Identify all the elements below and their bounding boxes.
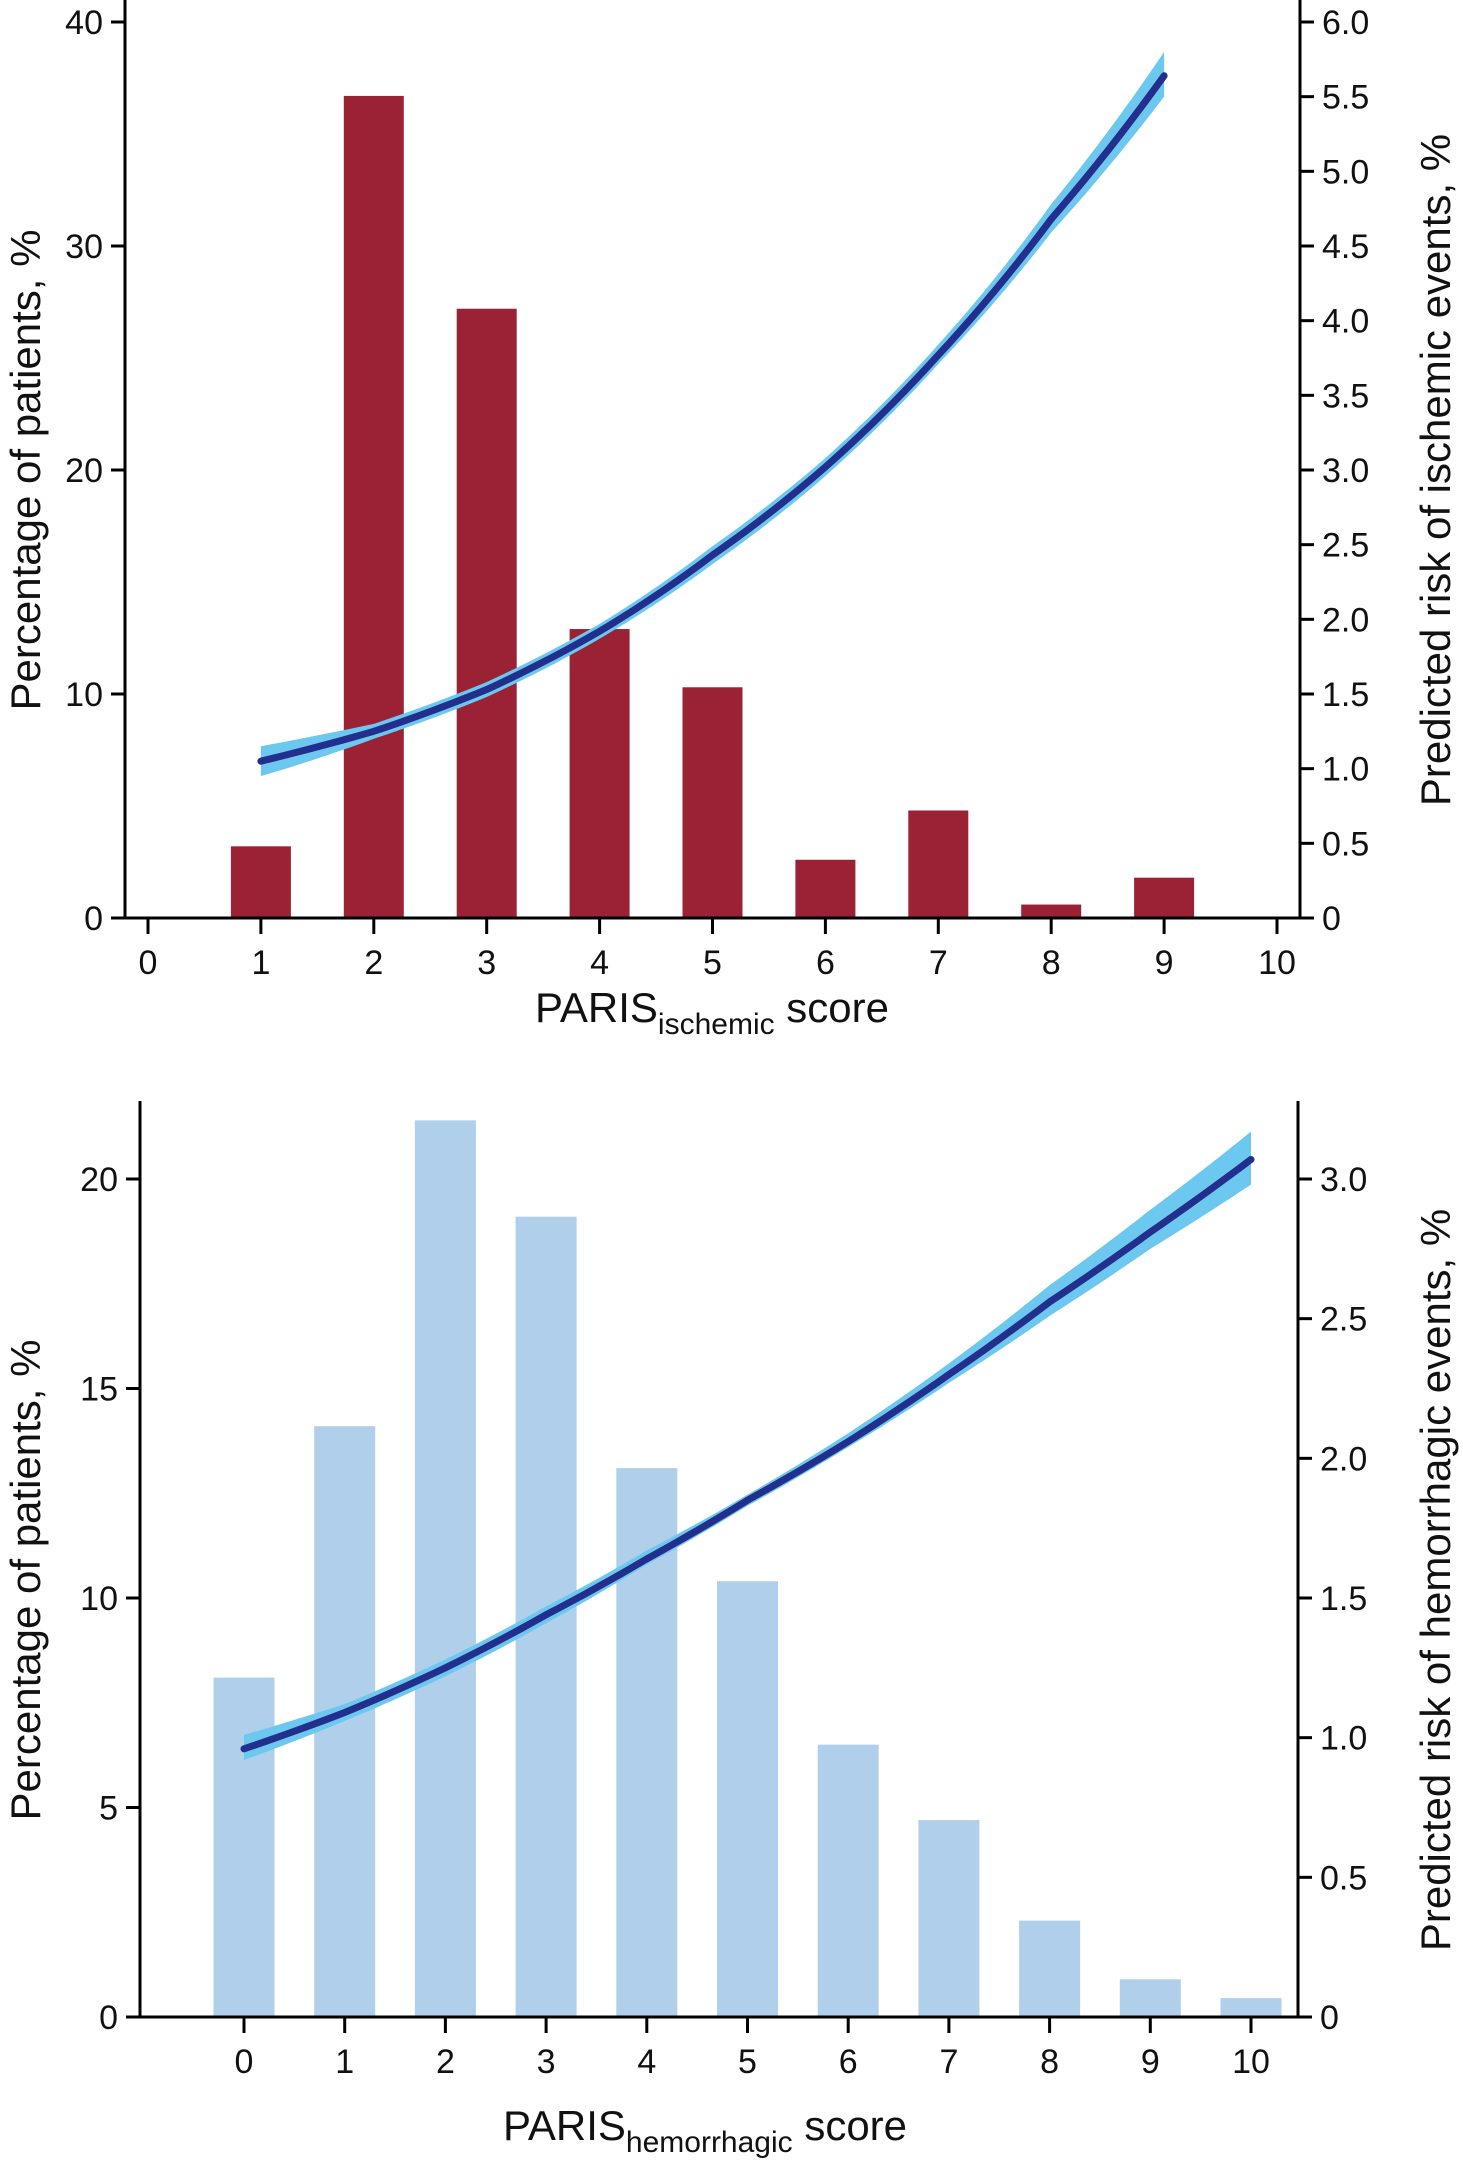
y2-tick-label: 3.0 [1322,452,1369,490]
hemorrhagic-chart: PARIShemorrhagic score Percentage of pat… [2,1101,1459,2159]
x-tick-label: 7 [929,944,948,982]
x-tick-label: 9 [1155,944,1174,982]
y2-tick-label: 2.5 [1322,527,1369,565]
y2-tick-label: 0.5 [1320,1859,1367,1897]
x-tick-label: 0 [235,2043,254,2081]
y-tick-label: 0 [99,1999,118,2037]
x-tick-label: 3 [477,944,496,982]
x-tick-label: 8 [1040,2043,1059,2081]
bar [795,859,856,918]
y-tick-label: 0 [84,900,103,938]
y2-axis-label: Predicted risk of hemorrhagic events, % [1412,1209,1459,1951]
x-tick-label: 4 [590,944,609,982]
y2-tick-label: 5.5 [1322,79,1369,117]
ischemic-chart: PARISischemic score Percentage of patien… [2,0,1459,1041]
x-tick-label: 6 [839,2043,858,2081]
bar [1019,1920,1081,2017]
y-tick-label: 10 [65,676,103,714]
y2-tick-label: 0 [1320,1999,1339,2037]
bar [343,95,404,919]
x-tick-label: 5 [738,2043,757,2081]
bar [1119,1979,1181,2017]
y2-tick-label: 4.0 [1322,303,1369,341]
y2-tick-label: 1.5 [1320,1580,1367,1618]
predicted-risk-curve [257,72,1168,765]
predicted-risk-curve [240,1155,1255,1753]
y2-tick-label: 0.5 [1322,825,1369,863]
bar [414,1120,476,2017]
bar [717,1581,778,2017]
y2-tick-label: 2.0 [1322,601,1369,639]
x-tick-label: 9 [1141,2043,1160,2081]
x-tick-label: 10 [1258,944,1296,982]
bar [1134,877,1195,918]
bar [213,1677,275,2017]
y-tick-label: 20 [80,1161,118,1199]
x-tick-label: 0 [139,944,158,982]
x-tick-label: 6 [816,944,835,982]
bar [456,308,517,919]
bar [230,846,291,918]
y2-tick-label: 1.5 [1322,676,1369,714]
x-tick-label: 7 [939,2043,958,2081]
x-tick-label: 3 [537,2043,556,2081]
x-tick-label: 2 [364,944,383,982]
y-axis-label: Percentage of patients, % [2,1340,49,1821]
y2-tick-label: 0 [1322,900,1341,938]
x-tick-label: 2 [436,2043,455,2081]
x-tick-label: 1 [251,944,270,982]
y-tick-label: 15 [80,1371,118,1409]
x-tick-label: 10 [1232,2043,1270,2081]
bar [908,810,969,918]
x-tick-label: 4 [637,2043,656,2081]
y-tick-label: 5 [99,1790,118,1828]
y-tick-label: 30 [65,228,103,266]
bar [817,1744,879,2017]
y2-tick-label: 5.0 [1322,153,1369,191]
x-tick-label: 5 [703,944,722,982]
y2-axis-label: Predicted risk of ischemic events, % [1412,134,1459,806]
bar [1021,904,1082,918]
x-tick-label: 8 [1042,944,1061,982]
y-tick-label: 10 [80,1580,118,1618]
x-axis-label: PARIShemorrhagic score [503,2102,907,2159]
y2-tick-label: 4.5 [1322,228,1369,266]
y2-tick-label: 1.0 [1320,1720,1367,1758]
x-tick-label: 1 [335,2043,354,2081]
y-axis-label: Percentage of patients, % [2,230,49,711]
y2-tick-label: 2.0 [1320,1440,1367,1478]
bar [918,1820,980,2017]
bar [569,629,630,918]
bar [682,687,743,918]
y2-tick-label: 3.5 [1322,377,1369,415]
bar [1220,1998,1282,2017]
x-axis-label: PARISischemic score [535,984,889,1041]
y2-tick-label: 6.0 [1322,4,1369,42]
y2-tick-label: 1.0 [1322,751,1369,789]
y-tick-label: 40 [65,4,103,42]
y-tick-label: 20 [65,452,103,490]
y2-tick-label: 2.5 [1320,1301,1367,1339]
y2-tick-label: 3.0 [1320,1161,1367,1199]
